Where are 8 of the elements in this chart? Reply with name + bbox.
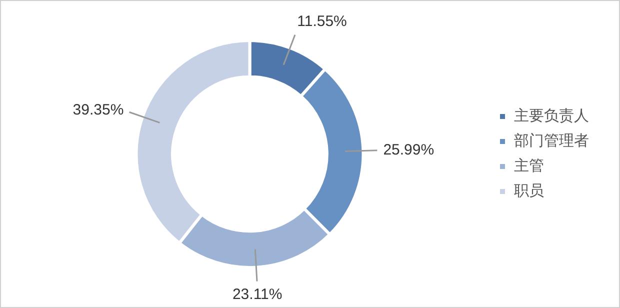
legend-label: 部门管理者: [514, 131, 589, 150]
data-label: 11.55%: [297, 12, 347, 30]
data-label: 39.35%: [72, 101, 124, 118]
data-label: 23.11%: [232, 286, 282, 303]
legend-label: 职员: [514, 181, 544, 200]
data-label: 25.99%: [383, 141, 434, 158]
legend-label: 主管: [514, 156, 544, 174]
legend-label: 主要负责人: [514, 106, 589, 124]
